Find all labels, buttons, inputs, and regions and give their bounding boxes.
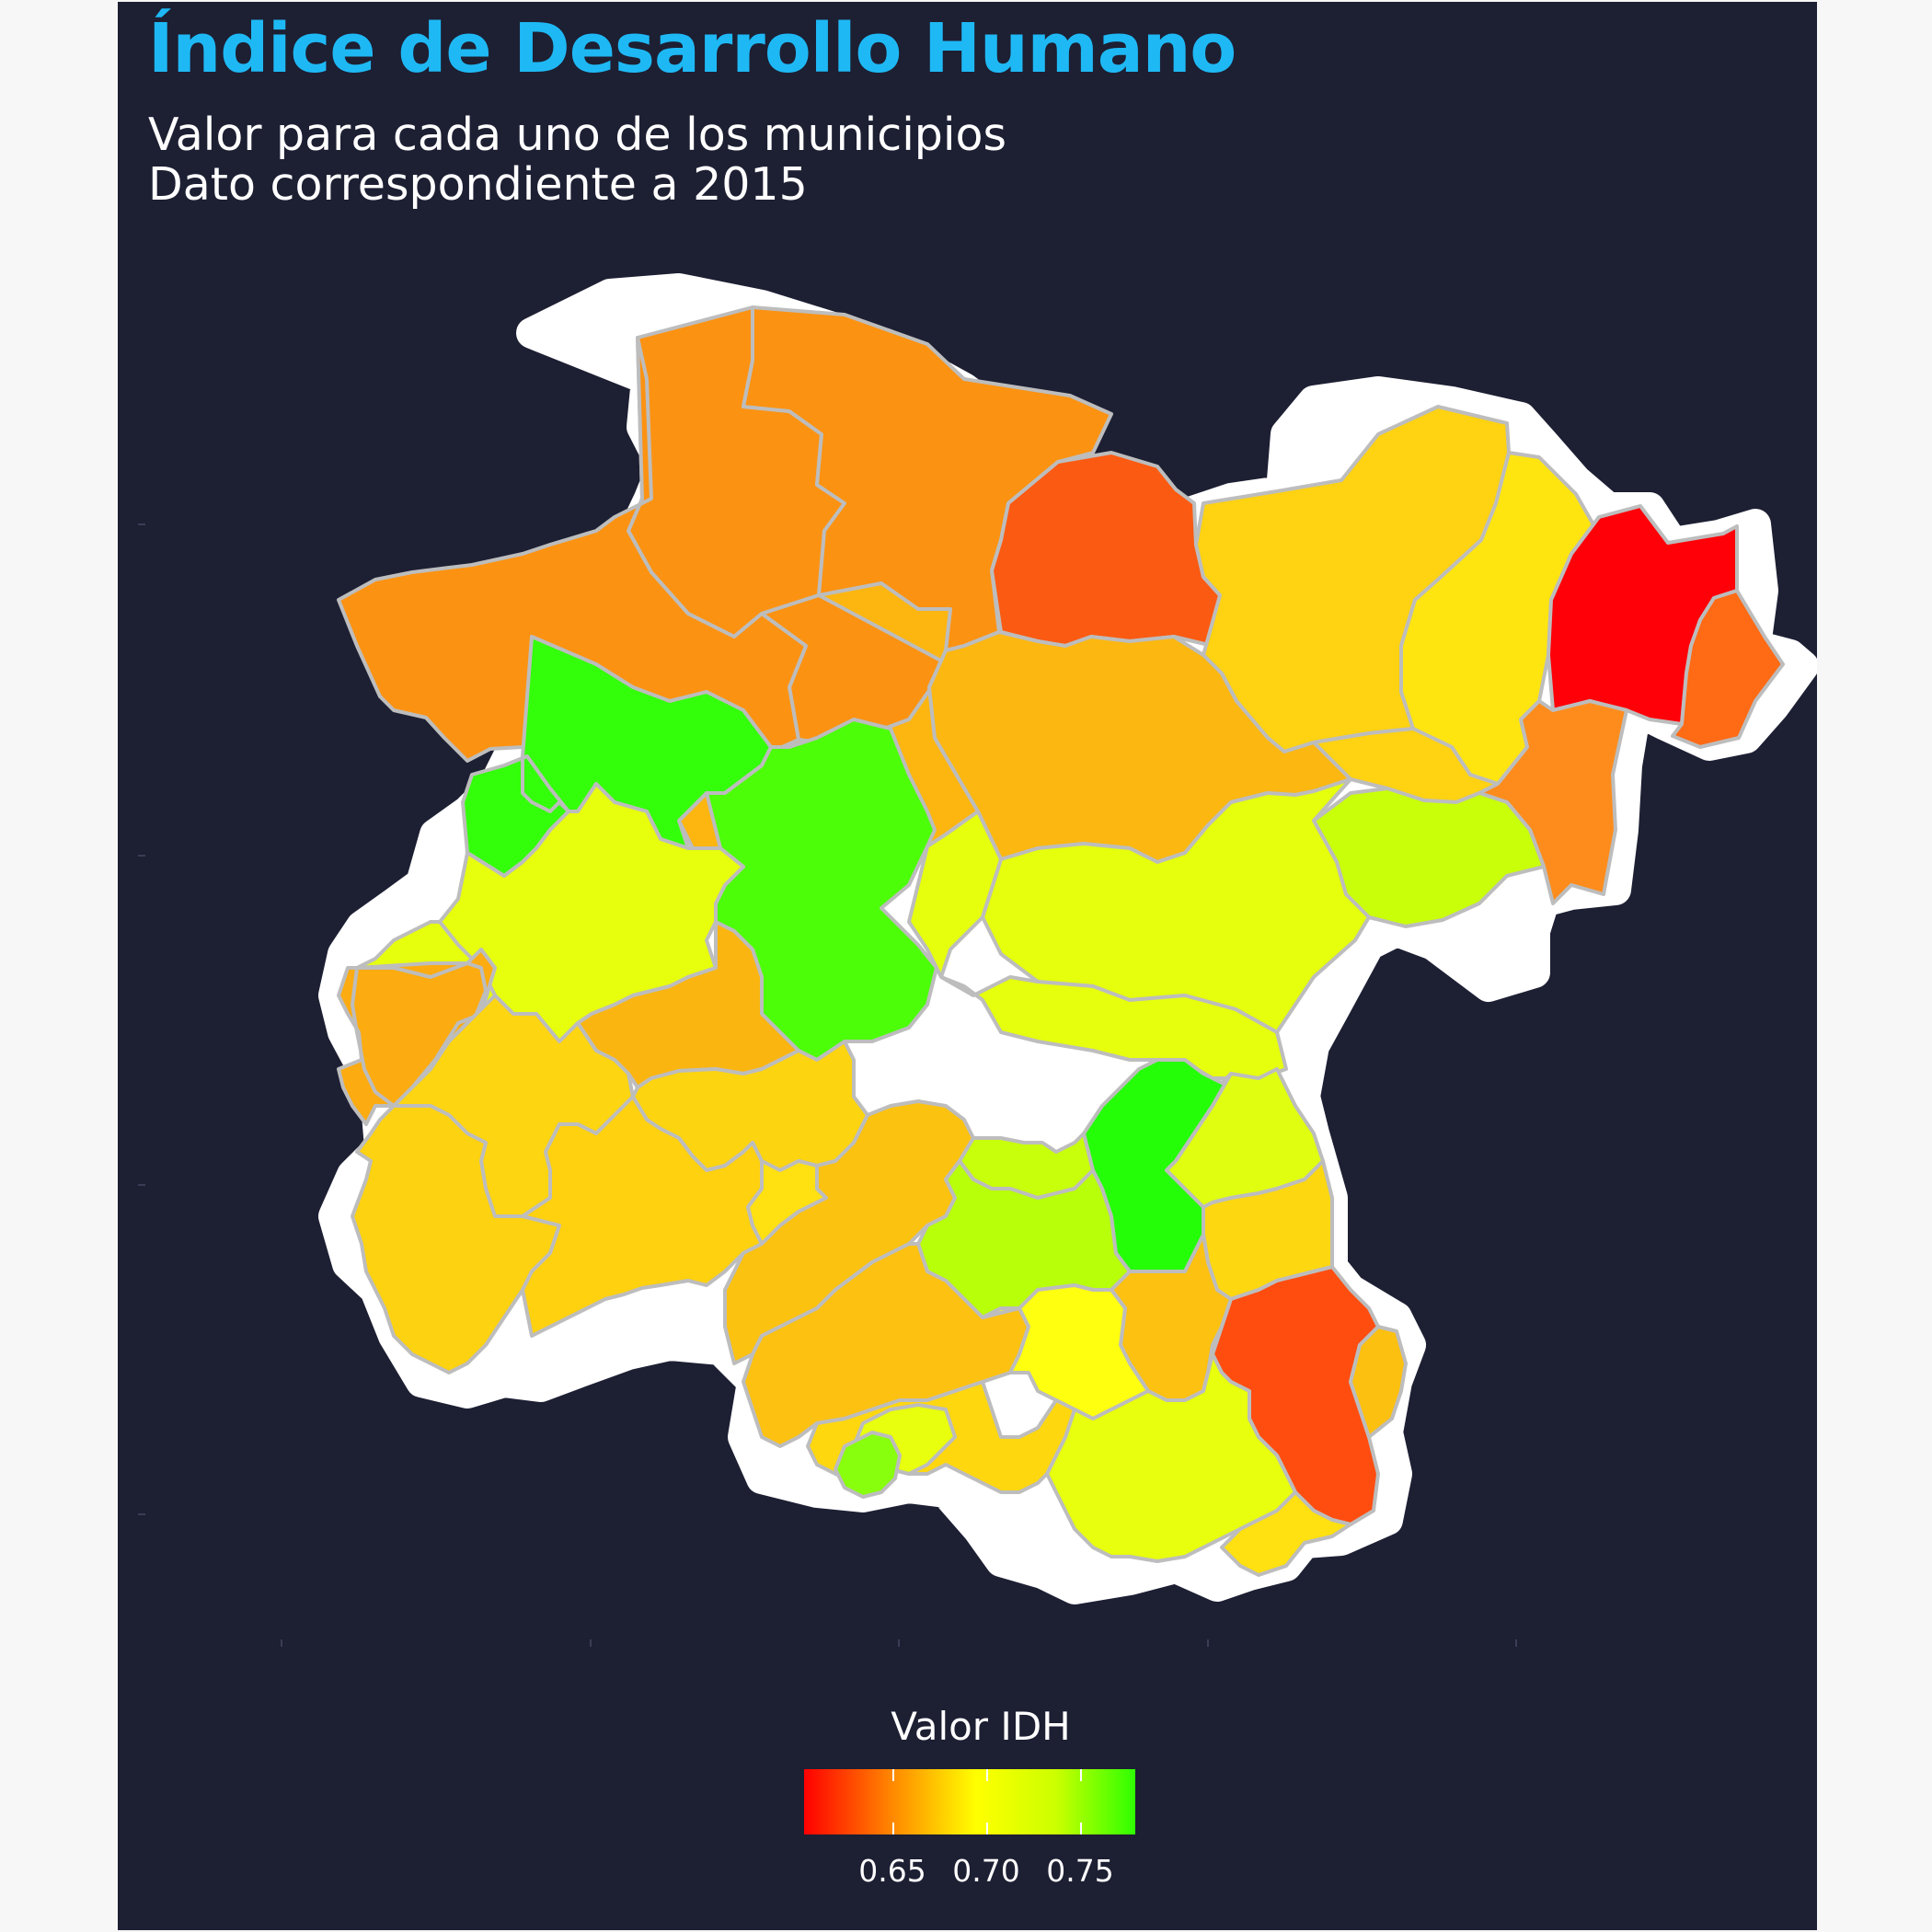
legend-tick-label: 0.70 — [952, 1853, 1020, 1889]
municipality — [351, 1104, 561, 1374]
map-panel: Índice de Desarrollo Humano Valor para c… — [118, 2, 1817, 1930]
municipalities — [337, 305, 1785, 1577]
municipality — [1349, 1325, 1408, 1439]
municipality — [1671, 589, 1785, 749]
page-title: Índice de Desarrollo Humano — [148, 9, 1236, 88]
subtitle-line-1: Valor para cada uno de los municipios — [148, 109, 1007, 161]
legend-gradient-bar — [804, 1769, 1135, 1834]
municipalities-map — [138, 273, 1817, 1834]
axis-ticks — [138, 523, 1517, 1647]
subtitle-line-2: Dato correspondiente a 2015 — [148, 158, 808, 211]
municipality — [1312, 787, 1546, 928]
municipality — [834, 1431, 902, 1499]
municipality — [1220, 1490, 1352, 1577]
legend-colorbar — [804, 1769, 1135, 1834]
municipality — [1478, 699, 1628, 905]
legend-tick-label: 0.75 — [1046, 1853, 1114, 1889]
legend-tick-label: 0.65 — [858, 1853, 926, 1889]
municipality — [981, 777, 1371, 1034]
legend-title: Valor IDH — [891, 1704, 1071, 1749]
